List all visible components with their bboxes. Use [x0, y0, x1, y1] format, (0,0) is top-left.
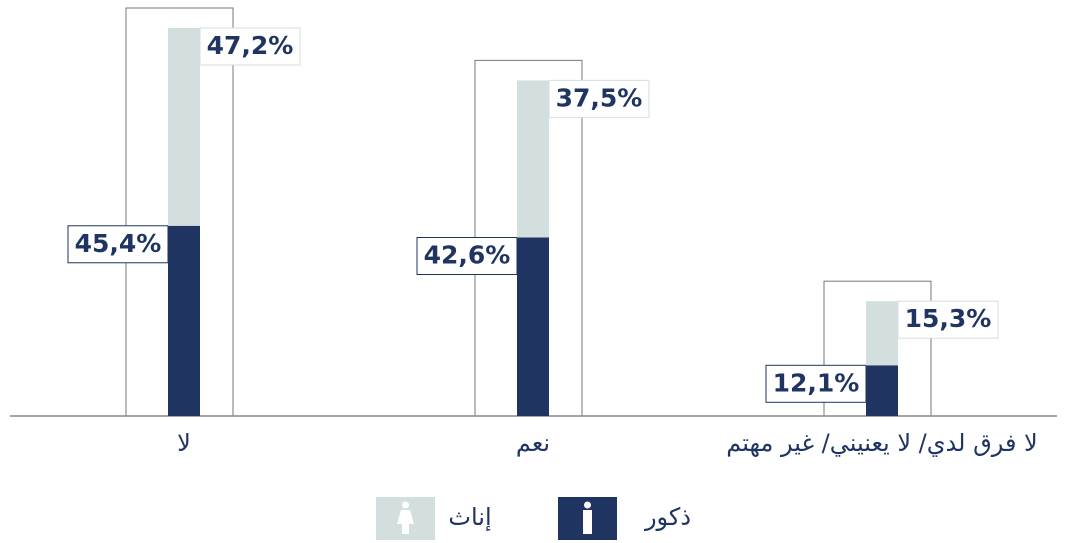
value-label: 37,5% — [556, 83, 643, 112]
value-label: 15,3% — [905, 304, 992, 333]
value-label: 45,4% — [75, 229, 162, 258]
bar-segment — [517, 237, 549, 416]
value-label-box — [548, 79, 650, 118]
bar-segment — [168, 28, 200, 226]
category-label: لا فرق لدي/ لا يعنيني/ غير مهتم — [726, 429, 1038, 457]
legend-icon — [397, 510, 414, 534]
value-label: 12,1% — [773, 368, 860, 397]
category-label: لا — [177, 429, 191, 457]
legend-label: إناث — [448, 503, 491, 532]
bar-segment — [168, 225, 200, 416]
bar-segment — [866, 301, 898, 366]
value-label: 42,6% — [424, 241, 511, 270]
bar-segment — [866, 365, 898, 416]
legend-icon — [584, 501, 591, 509]
value-label-box — [765, 364, 867, 403]
legend-icon — [583, 510, 592, 534]
value-label-box — [67, 225, 169, 264]
category-label: نعم — [516, 429, 550, 457]
bar-segment — [517, 80, 549, 238]
value-label-box — [199, 27, 301, 66]
value-label: 47,2% — [207, 31, 294, 60]
value-label-box — [416, 237, 518, 276]
legend-icon — [402, 501, 409, 509]
value-label-box — [897, 300, 999, 339]
legend-label: ذكور — [644, 503, 691, 531]
